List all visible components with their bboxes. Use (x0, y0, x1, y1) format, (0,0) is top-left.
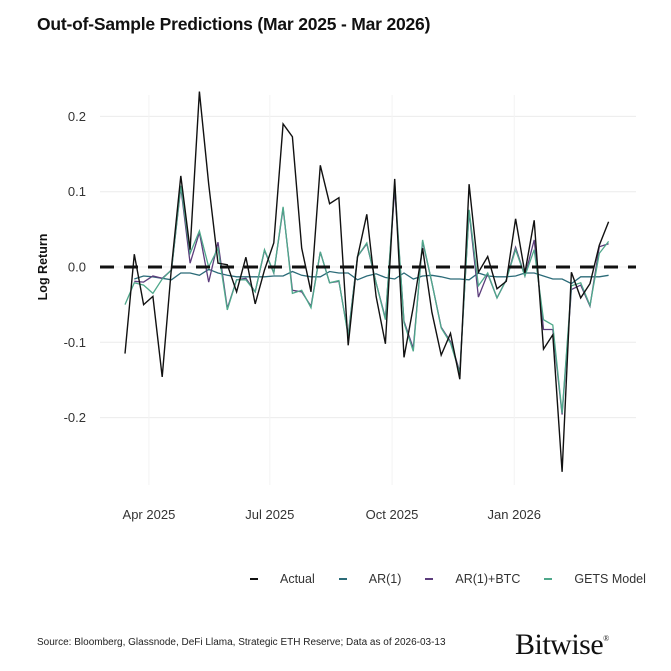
y-tick-label: 0.1 (68, 184, 86, 199)
gridlines (100, 95, 636, 485)
legend-swatch-ar1-btc (425, 578, 434, 580)
chart-title: Out-of-Sample Predictions (Mar 2025 - Ma… (37, 14, 431, 34)
series-line-ar-1 (134, 268, 609, 285)
legend-item-ar1-btc: AR(1)+BTC (425, 572, 520, 586)
y-tick-label: -0.1 (64, 335, 86, 350)
source-note: Source: Bloomberg, Glassnode, DeFi Llama… (37, 637, 446, 648)
series-line-gets-model (124, 183, 610, 414)
series-line-actual (124, 91, 610, 472)
legend-label-ar1: AR(1) (368, 572, 402, 586)
legend-swatch-actual (250, 578, 258, 580)
legend-item-actual: Actual (250, 572, 315, 586)
series-line-ar-1-btc (134, 187, 609, 415)
y-tick-label: 0.0 (68, 260, 86, 275)
bitwise-logo: Bitwise® (515, 628, 609, 661)
legend-swatch-ar1 (338, 578, 347, 580)
legend-item-gets: GETS Model (544, 572, 646, 586)
x-axis-ticks: Apr 2025 Jul 2025 Oct 2025 Jan 2026 (123, 507, 541, 522)
x-tick-label: Oct 2025 (366, 507, 419, 522)
legend-swatch-gets (544, 578, 553, 580)
legend-label-ar1-btc: AR(1)+BTC (455, 572, 521, 586)
y-axis-ticks: 0.2 0.1 0.0 -0.1 -0.2 (64, 109, 86, 425)
logo-wordmark: Bitwise (515, 628, 604, 661)
x-tick-label: Apr 2025 (123, 507, 176, 522)
legend-item-ar1: AR(1) (338, 572, 402, 586)
series-lines (124, 91, 610, 472)
x-tick-label: Jan 2026 (488, 507, 542, 522)
legend-label-gets: GETS Model (574, 572, 646, 586)
legend: Actual AR(1) AR(1)+BTC GETS Model (250, 572, 670, 586)
y-tick-label: 0.2 (68, 109, 86, 124)
y-tick-label: -0.2 (64, 410, 86, 425)
y-axis-label: Log Return (36, 234, 50, 301)
x-tick-label: Jul 2025 (245, 507, 294, 522)
legend-label-actual: Actual (280, 572, 315, 586)
